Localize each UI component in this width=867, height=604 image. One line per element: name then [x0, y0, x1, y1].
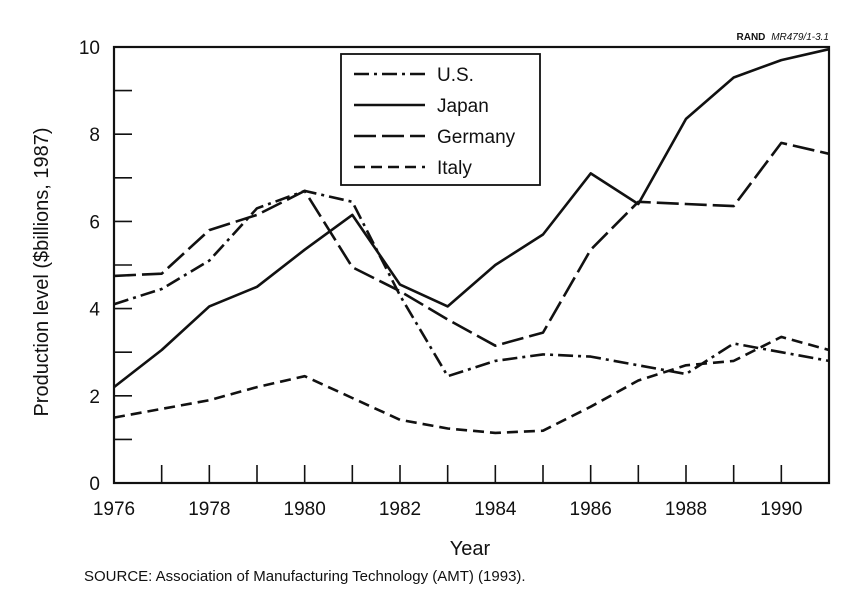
y-tick-label: 4: [89, 300, 100, 321]
y-tick-label: 10: [79, 38, 100, 59]
x-tick-label: 1984: [474, 499, 517, 520]
x-tick-label: 1988: [665, 499, 707, 520]
x-tick-label: 1990: [760, 499, 802, 520]
x-axis-title: Year: [450, 538, 491, 560]
legend-label-italy: Italy: [437, 158, 472, 179]
x-tick-label: 1986: [570, 499, 612, 520]
series-line-germany: [113, 141, 830, 348]
series-line-us: [113, 189, 830, 378]
source-note: SOURCE: Association of Manufacturing Tec…: [84, 568, 526, 585]
series-line-japan: [113, 47, 830, 389]
legend-label-germany: Germany: [437, 127, 516, 148]
report-id-code: MR479/1-3.1: [771, 32, 829, 43]
y-tick-label: 8: [89, 125, 100, 146]
report-id-org: RAND: [737, 32, 766, 43]
y-tick-label: 0: [89, 474, 100, 495]
y-axis-title: Production level ($billions, 1987): [31, 127, 53, 416]
x-tick-label: 1980: [284, 499, 326, 520]
y-tick-label: 6: [89, 212, 100, 233]
axes: 1976 1978 1980 1982 1984 1986 1988 1990 0 2 4 6 8 10: [79, 38, 831, 520]
legend-label-japan: Japan: [437, 96, 489, 117]
series-line-italy: [113, 335, 830, 435]
report-id: RAND MR479/1-3.1: [737, 32, 829, 43]
x-tick-label: 1976: [93, 499, 135, 520]
y-tick-label: 2: [89, 387, 100, 408]
legend: U.S. Japan Germany Italy: [340, 53, 541, 186]
legend-label-us: U.S.: [437, 65, 474, 86]
legend-box: [340, 53, 541, 186]
x-tick-label: 1978: [188, 499, 230, 520]
x-tick-label: 1982: [379, 499, 421, 520]
series-layer: [113, 47, 830, 435]
